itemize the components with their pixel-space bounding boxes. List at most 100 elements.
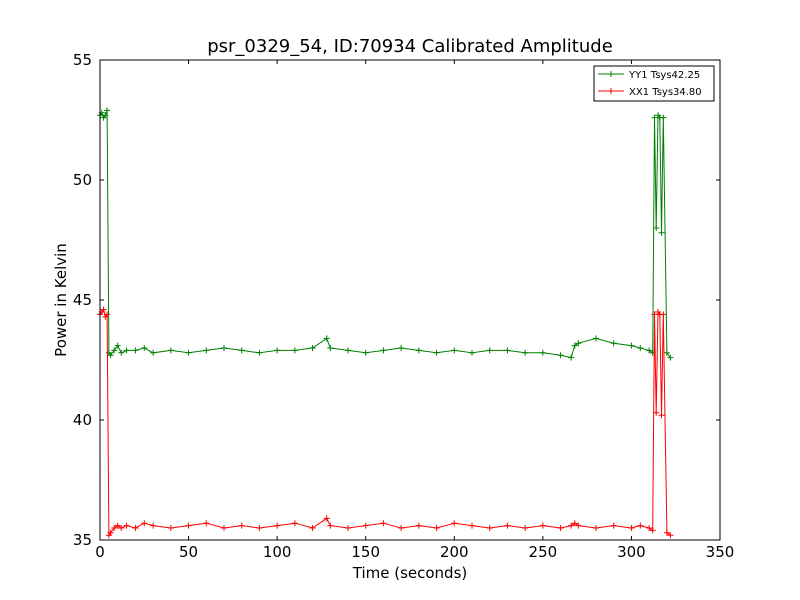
data-point (575, 340, 582, 347)
data-point (593, 525, 599, 531)
data-point (221, 345, 227, 351)
data-point (111, 347, 118, 354)
data-point (415, 347, 422, 354)
legend-label: XX1 Tsys34.80 (629, 87, 702, 98)
data-point (104, 311, 111, 318)
data-point (291, 347, 298, 354)
data-point (150, 349, 157, 356)
data-point (362, 349, 369, 356)
data-point (539, 522, 546, 529)
data-point (203, 520, 210, 527)
data-point (398, 345, 405, 351)
data-point (646, 525, 653, 531)
data-point (637, 345, 644, 351)
legend-label: YY1 Tsys42.25 (628, 70, 700, 81)
data-point (256, 525, 263, 531)
chart-title: psr_0329_54, ID:70934 Calibrated Amplitu… (207, 36, 613, 57)
data-point (415, 522, 422, 529)
data-point (593, 335, 599, 342)
data-point (522, 525, 529, 531)
data-point (658, 229, 665, 236)
data-point (132, 347, 139, 354)
data-point (628, 342, 635, 349)
data-point (238, 522, 245, 529)
data-point (651, 311, 658, 318)
data-point (486, 525, 493, 531)
data-point (291, 520, 298, 527)
data-point (203, 347, 210, 354)
data-point (114, 522, 121, 529)
data-point (568, 522, 575, 529)
data-point (380, 347, 387, 354)
x-tick-label: 250 (529, 543, 558, 561)
data-point (274, 347, 281, 354)
legend-marker (608, 71, 614, 77)
y-tick-label: 55 (73, 51, 92, 69)
data-point (504, 347, 511, 354)
data-point (141, 520, 148, 527)
legend-marker (608, 88, 614, 94)
data-point (469, 349, 475, 356)
data-point (323, 515, 330, 522)
data-point (114, 342, 121, 349)
data-point (380, 520, 387, 527)
data-point (433, 349, 440, 356)
x-tick-label: 350 (706, 543, 735, 561)
data-point (398, 525, 405, 531)
data-point (123, 522, 130, 529)
x-tick-label: 0 (95, 543, 105, 561)
data-point (327, 522, 334, 529)
data-point (571, 520, 578, 527)
data-point (309, 345, 316, 351)
y-tick-label: 40 (73, 411, 92, 429)
data-point (660, 114, 667, 121)
data-point (557, 525, 564, 531)
data-point (100, 306, 107, 313)
data-point (123, 347, 130, 354)
data-point (610, 522, 617, 529)
data-point (486, 347, 493, 354)
data-point (118, 525, 125, 531)
x-tick-label: 150 (351, 543, 380, 561)
series-layer (97, 107, 674, 539)
y-tick-label: 45 (73, 291, 92, 309)
data-point (628, 525, 635, 531)
x-tick-label: 100 (263, 543, 292, 561)
data-point (667, 354, 674, 361)
data-point (150, 522, 157, 529)
data-point (451, 520, 458, 527)
data-point (104, 107, 111, 114)
axes-layer: 0 50 100 150 200 250 300 350 35 40 45 50 55 (73, 51, 734, 561)
data-point (433, 525, 440, 531)
data-point (132, 525, 139, 531)
data-point (185, 349, 192, 356)
data-point (653, 409, 660, 416)
y-axis-label: Power in Kelvin (52, 243, 70, 357)
data-point (610, 340, 617, 347)
data-point (221, 525, 227, 531)
data-point (660, 311, 667, 318)
y-tick-label: 50 (73, 171, 92, 189)
data-point (522, 349, 529, 356)
data-point (274, 522, 281, 529)
data-point (238, 347, 245, 354)
data-point (663, 529, 670, 536)
data-point (658, 412, 665, 419)
data-point (309, 525, 316, 531)
data-point (451, 347, 458, 354)
data-point (327, 345, 334, 351)
data-point (167, 347, 174, 354)
data-point (571, 342, 578, 349)
x-tick-label: 300 (617, 543, 646, 561)
data-point (637, 522, 644, 529)
data-point (111, 525, 118, 531)
data-point (107, 352, 114, 359)
data-point (667, 532, 674, 539)
data-point (575, 522, 582, 529)
data-point (651, 114, 658, 121)
data-point (504, 522, 511, 529)
data-point (557, 352, 564, 359)
data-point (345, 525, 351, 531)
data-point (256, 349, 263, 356)
